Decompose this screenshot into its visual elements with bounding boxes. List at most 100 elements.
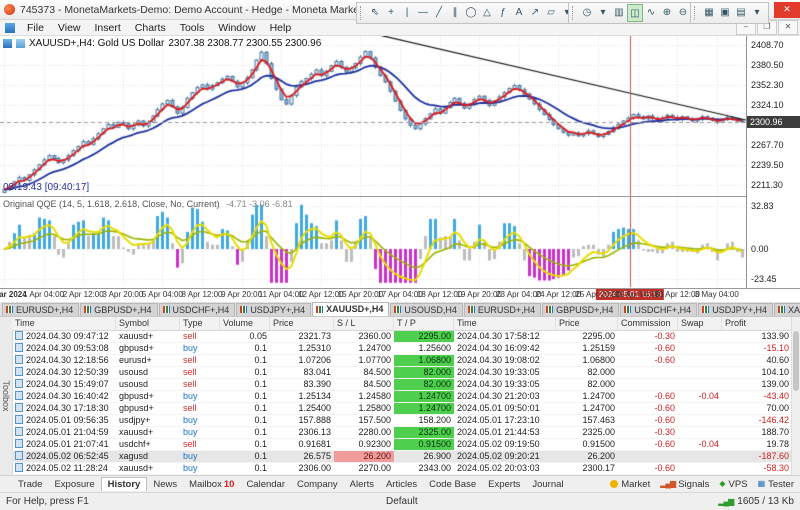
- tab-articles[interactable]: Articles: [380, 478, 423, 491]
- chart-tab-eurusd+-h4[interactable]: EURUSD+,H4: [464, 303, 541, 316]
- column-header[interactable]: Time: [454, 317, 556, 330]
- vertical-line-icon[interactable]: |: [399, 4, 415, 22]
- new-chart-icon[interactable]: ▣: [717, 4, 733, 22]
- table-row[interactable]: 2024.04.30 16:40:42gbpusd+buy0.11.251341…: [12, 391, 792, 403]
- line-chart-icon[interactable]: ∿: [643, 4, 659, 22]
- arrow-icon[interactable]: ↗: [527, 4, 543, 22]
- tab-calendar[interactable]: Calendar: [240, 478, 291, 491]
- indicator-pane[interactable]: [0, 197, 746, 287]
- tab-experts[interactable]: Experts: [482, 478, 526, 491]
- table-scrollbar[interactable]: [791, 317, 800, 475]
- profile-name[interactable]: Default: [386, 496, 718, 507]
- tab-code-base[interactable]: Code Base: [423, 478, 482, 491]
- vps-button[interactable]: ◆VPS: [719, 479, 747, 490]
- menu-tools[interactable]: Tools: [173, 21, 212, 35]
- menu-charts[interactable]: Charts: [128, 21, 173, 35]
- tab-history[interactable]: History: [101, 477, 148, 491]
- column-header[interactable]: Price: [270, 317, 334, 330]
- column-header[interactable]: Profit: [722, 317, 792, 330]
- scrollbar-thumb[interactable]: [793, 331, 799, 391]
- tab-journal[interactable]: Journal: [526, 478, 569, 491]
- crosshair-icon[interactable]: +: [383, 4, 399, 22]
- trendline-icon[interactable]: ╱: [431, 4, 447, 22]
- fibonacci-icon[interactable]: ƒ: [495, 4, 511, 22]
- table-row[interactable]: 2024.05.01 21:07:41usdchf+sell0.10.91681…: [12, 439, 792, 451]
- toolbox-tab[interactable]: Toolbox: [1, 380, 11, 411]
- chart-tab-usousd-h4[interactable]: USOUSD,H4: [390, 303, 463, 316]
- tab-news[interactable]: News: [147, 478, 183, 491]
- table-row[interactable]: 2024.04.30 12:18:56eurusd+sell0.11.07206…: [12, 355, 792, 367]
- indicators-icon[interactable]: ▤: [733, 4, 749, 22]
- chart-tab-usdchf+-h4[interactable]: USDCHF+,H4: [620, 303, 697, 316]
- period-dropdown-icon[interactable]: ▾: [595, 4, 611, 22]
- column-header[interactable]: T / P: [394, 317, 454, 330]
- tab-exposure[interactable]: Exposure: [48, 478, 100, 491]
- column-header[interactable]: S / L: [334, 317, 394, 330]
- shapes-icon[interactable]: ▱: [543, 4, 559, 22]
- text-icon[interactable]: A: [511, 4, 527, 22]
- triangle-icon[interactable]: △: [479, 4, 495, 22]
- time-axis-label: 24 Apr 12:00: [536, 290, 581, 299]
- symbol-title: XAUUSD+,H4: Gold US Dollar: [29, 38, 164, 49]
- price-axis[interactable]: 2408.702380.502352.302324.102295.902267.…: [746, 36, 800, 288]
- table-row[interactable]: 2024.05.01 21:04:59xauusd+buy0.12306.132…: [12, 427, 792, 439]
- chart-tab-gbpusd+-h4[interactable]: GBPUSD+,H4: [80, 303, 157, 316]
- candlestick-icon[interactable]: ◫: [627, 4, 643, 22]
- pane-separator[interactable]: [0, 196, 800, 197]
- chart-tab-icon: [240, 306, 247, 313]
- toolbar-grip[interactable]: [572, 6, 576, 20]
- menu-file[interactable]: File: [20, 21, 51, 35]
- menu-help[interactable]: Help: [263, 21, 299, 35]
- table-row[interactable]: 2024.04.30 12:50:39usousdsell0.183.04184…: [12, 367, 792, 379]
- channel-icon[interactable]: ∥: [447, 4, 463, 22]
- horizontal-line-icon[interactable]: —: [415, 4, 431, 22]
- tester-button[interactable]: ▦Tester: [758, 479, 794, 490]
- menu-window[interactable]: Window: [211, 21, 262, 35]
- zoom-out-icon[interactable]: ⊖: [675, 4, 691, 22]
- chart-tab-gbpusd+-h4[interactable]: GBPUSD+,H4: [542, 303, 619, 316]
- table-row[interactable]: 2024.04.30 09:53:08gbpusd+buy0.11.253101…: [12, 343, 792, 355]
- time-axis[interactable]: 2024.05.01 16:13 27 Mar 20241 Apr 04:002…: [0, 288, 800, 302]
- chart-tab-usdjpy+-h4[interactable]: USDJPY+,H4: [698, 303, 773, 316]
- connection-status[interactable]: ▂▄▆ 1605 / 13 Kb: [718, 496, 800, 507]
- column-header[interactable]: Price: [556, 317, 618, 330]
- tile-windows-icon[interactable]: ▦: [701, 4, 717, 22]
- column-header[interactable]: Swap: [678, 317, 722, 330]
- chart-tab-xauusd+-h4[interactable]: XAUUSD+,H4: [312, 302, 389, 316]
- column-header[interactable]: Symbol: [116, 317, 180, 330]
- table-row[interactable]: 2024.04.30 15:49:07usousdsell0.183.39084…: [12, 379, 792, 391]
- column-header[interactable]: Type: [180, 317, 220, 330]
- toolbar-grip[interactable]: [360, 6, 364, 20]
- menu-insert[interactable]: Insert: [88, 21, 128, 35]
- tab-alerts[interactable]: Alerts: [344, 478, 380, 491]
- window-dropdown-icon[interactable]: ▾: [749, 4, 765, 22]
- close-button[interactable]: ✕: [774, 2, 800, 18]
- column-header[interactable]: Volume: [220, 317, 270, 330]
- table-row[interactable]: 2024.04.30 09:47:12xauusd+sell0.052321.7…: [12, 331, 792, 343]
- table-row[interactable]: 2024.04.30 17:18:30gbpusd+sell0.11.25400…: [12, 403, 792, 415]
- chart-tab-eurusd+-h4[interactable]: EURUSD+,H4: [2, 303, 79, 316]
- price-chart-pane[interactable]: [0, 36, 746, 196]
- period-icon[interactable]: ◷: [579, 4, 595, 22]
- tab-company[interactable]: Company: [291, 478, 344, 491]
- table-row[interactable]: 2024.05.02 06:52:45xagusdbuy0.126.57526.…: [12, 451, 792, 463]
- bar-chart-icon[interactable]: ▥: [611, 4, 627, 22]
- chart-tab-xagusd+-h4[interactable]: XAGUSD+,H4: [774, 303, 800, 316]
- tab-trade[interactable]: Trade: [12, 478, 48, 491]
- table-row[interactable]: 2024.05.01 09:56:35usdjpy+buy0.1157.8881…: [12, 415, 792, 427]
- column-header[interactable]: Time: [12, 317, 116, 330]
- signals-button[interactable]: ▂▄▆Signals: [660, 479, 709, 490]
- ellipse-icon[interactable]: ◯: [463, 4, 479, 22]
- chart-tab-usdjpy+-h4[interactable]: USDJPY+,H4: [236, 303, 311, 316]
- tab-mailbox[interactable]: Mailbox10: [183, 478, 240, 491]
- table-row[interactable]: 2024.05.02 11:28:24xauusd+buy0.12306.002…: [12, 463, 792, 475]
- child-close-button[interactable]: ✕: [778, 20, 798, 35]
- column-header[interactable]: Commission: [618, 317, 678, 330]
- menu-view[interactable]: View: [51, 21, 88, 35]
- zoom-in-icon[interactable]: ⊕: [659, 4, 675, 22]
- chart-tab-label: USDCHF+,H4: [634, 305, 691, 315]
- toolbar-grip[interactable]: [694, 6, 698, 20]
- cursor-icon[interactable]: ⇖: [367, 4, 383, 22]
- chart-tab-usdchf+-h4[interactable]: USDCHF+,H4: [159, 303, 236, 316]
- market-button[interactable]: Market: [610, 479, 650, 490]
